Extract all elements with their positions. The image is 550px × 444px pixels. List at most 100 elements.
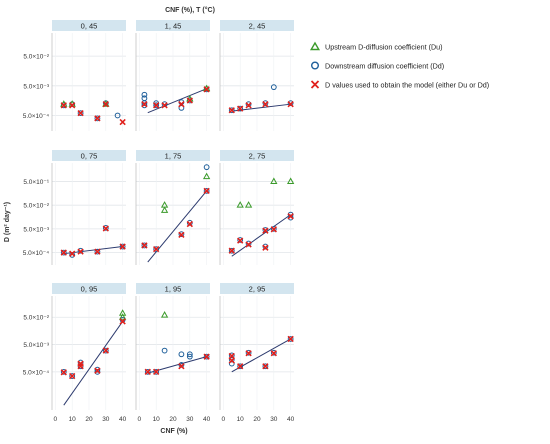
x-tick-label: 0 bbox=[222, 416, 226, 423]
dd-point bbox=[114, 112, 121, 119]
model-point bbox=[228, 357, 235, 364]
x-tick-label: 20 bbox=[169, 416, 177, 423]
dd-point bbox=[77, 110, 84, 117]
y-tick-label: 5.0×10⁻² bbox=[23, 315, 49, 322]
x-tick-label: 30 bbox=[102, 416, 110, 423]
dd-point bbox=[178, 351, 185, 358]
y-tick-label: 5.0×10⁻² bbox=[23, 203, 49, 210]
model-point bbox=[119, 118, 126, 126]
model-point bbox=[178, 231, 185, 239]
dd-point bbox=[270, 225, 277, 232]
dd-point bbox=[161, 347, 168, 354]
dd-point bbox=[270, 349, 277, 356]
du-point bbox=[286, 177, 295, 184]
x-tick-label: 30 bbox=[270, 416, 278, 423]
dd-point bbox=[262, 243, 269, 250]
dd-point bbox=[119, 243, 126, 250]
model-point bbox=[203, 187, 210, 195]
panel-strip bbox=[52, 20, 126, 31]
panel-strip bbox=[52, 150, 126, 161]
model-fit-line bbox=[63, 321, 124, 406]
model-point bbox=[270, 350, 277, 357]
dd-point bbox=[203, 187, 210, 194]
model-point bbox=[153, 245, 160, 253]
model-point bbox=[178, 363, 185, 370]
panel-0-95: 0, 95 5.0×10⁻² 5.0×10⁻³ 5.0×10⁻⁴ 0 10 20 30 40 bbox=[23, 283, 127, 423]
model-point bbox=[144, 368, 151, 376]
panel-2-95: 2, 95 0 10 20 30 40 bbox=[219, 283, 295, 423]
legend-x-icon bbox=[310, 80, 320, 89]
panel-2-45: 2, 45 bbox=[219, 20, 294, 131]
panel-strip-label: 1, 45 bbox=[165, 22, 182, 31]
model-fit-line bbox=[231, 338, 291, 373]
y-tick-label: 5.0×10⁻³ bbox=[23, 83, 49, 90]
x-axis-label: CNF (%) bbox=[160, 428, 187, 435]
dd-point bbox=[228, 247, 235, 254]
model-point bbox=[262, 363, 269, 370]
legend-item-du: Upstream D-diffusion coefficient (Du) bbox=[309, 41, 443, 52]
x-tick-label: 20 bbox=[253, 416, 261, 423]
model-point bbox=[77, 248, 84, 255]
dd-point bbox=[94, 368, 101, 375]
du-point bbox=[160, 206, 169, 213]
legend-circle-icon bbox=[311, 61, 320, 70]
model-point bbox=[245, 350, 252, 357]
du-point bbox=[270, 177, 278, 184]
y-tick-label: 5.0×10⁻¹ bbox=[23, 179, 49, 186]
model-point bbox=[60, 369, 67, 376]
dd-point bbox=[141, 102, 148, 109]
model-point bbox=[69, 250, 76, 257]
dd-point bbox=[94, 366, 101, 373]
panel-0-75: 0, 75 5.0×10⁻¹ 5.0×10⁻² 5.0×10⁻³ 5.0×10⁻⁴ bbox=[23, 150, 126, 265]
dd-point bbox=[144, 368, 151, 375]
legend-label: Downstream diffusion coefficient (Dd) bbox=[325, 62, 444, 71]
panel-strip-label: 1, 75 bbox=[165, 152, 182, 161]
dd-point bbox=[60, 368, 67, 375]
model-point bbox=[141, 101, 148, 108]
model-point bbox=[287, 213, 294, 220]
dd-point bbox=[141, 100, 148, 107]
panel-strip bbox=[136, 283, 210, 294]
model-point bbox=[119, 243, 126, 250]
x-tick-label: 10 bbox=[69, 416, 77, 423]
x-tick-label: 40 bbox=[119, 416, 127, 423]
dd-point bbox=[228, 352, 235, 359]
panel-strip bbox=[136, 150, 210, 161]
legend-item-dd: Downstream diffusion coefficient (Dd) bbox=[311, 61, 444, 71]
model-point bbox=[141, 242, 148, 249]
model-point bbox=[237, 237, 244, 244]
dd-point bbox=[153, 368, 160, 375]
dd-point bbox=[262, 100, 269, 107]
model-point bbox=[77, 109, 84, 117]
y-tick-label: 5.0×10⁻⁴ bbox=[23, 113, 49, 120]
model-point bbox=[102, 347, 109, 354]
model-point bbox=[102, 225, 109, 232]
dd-point bbox=[69, 251, 76, 258]
panel-strip-label: 0, 75 bbox=[81, 152, 98, 161]
model-point bbox=[102, 101, 109, 108]
dd-point bbox=[60, 249, 67, 256]
du-point bbox=[202, 172, 211, 180]
model-point bbox=[178, 101, 185, 108]
model-point bbox=[77, 363, 84, 370]
chart-title: CNF (%), T (°C) bbox=[165, 6, 215, 14]
x-tick-label: 40 bbox=[203, 416, 211, 423]
dd-point bbox=[77, 247, 84, 254]
model-point bbox=[161, 102, 168, 109]
dd-point bbox=[153, 246, 160, 253]
x-tick-label: 40 bbox=[287, 416, 295, 423]
panel-strip-label: 2, 75 bbox=[249, 152, 266, 161]
panel-strip bbox=[220, 283, 294, 294]
model-fit-line bbox=[231, 214, 291, 257]
model-point bbox=[153, 368, 160, 376]
model-point bbox=[94, 367, 101, 374]
model-point bbox=[119, 318, 126, 325]
legend-triangle-icon bbox=[309, 41, 321, 51]
dd-point bbox=[245, 240, 252, 247]
du-point bbox=[160, 311, 169, 318]
dd-point bbox=[94, 115, 101, 122]
dd-point bbox=[141, 91, 148, 98]
panel-1-45: 1, 45 bbox=[135, 20, 211, 131]
